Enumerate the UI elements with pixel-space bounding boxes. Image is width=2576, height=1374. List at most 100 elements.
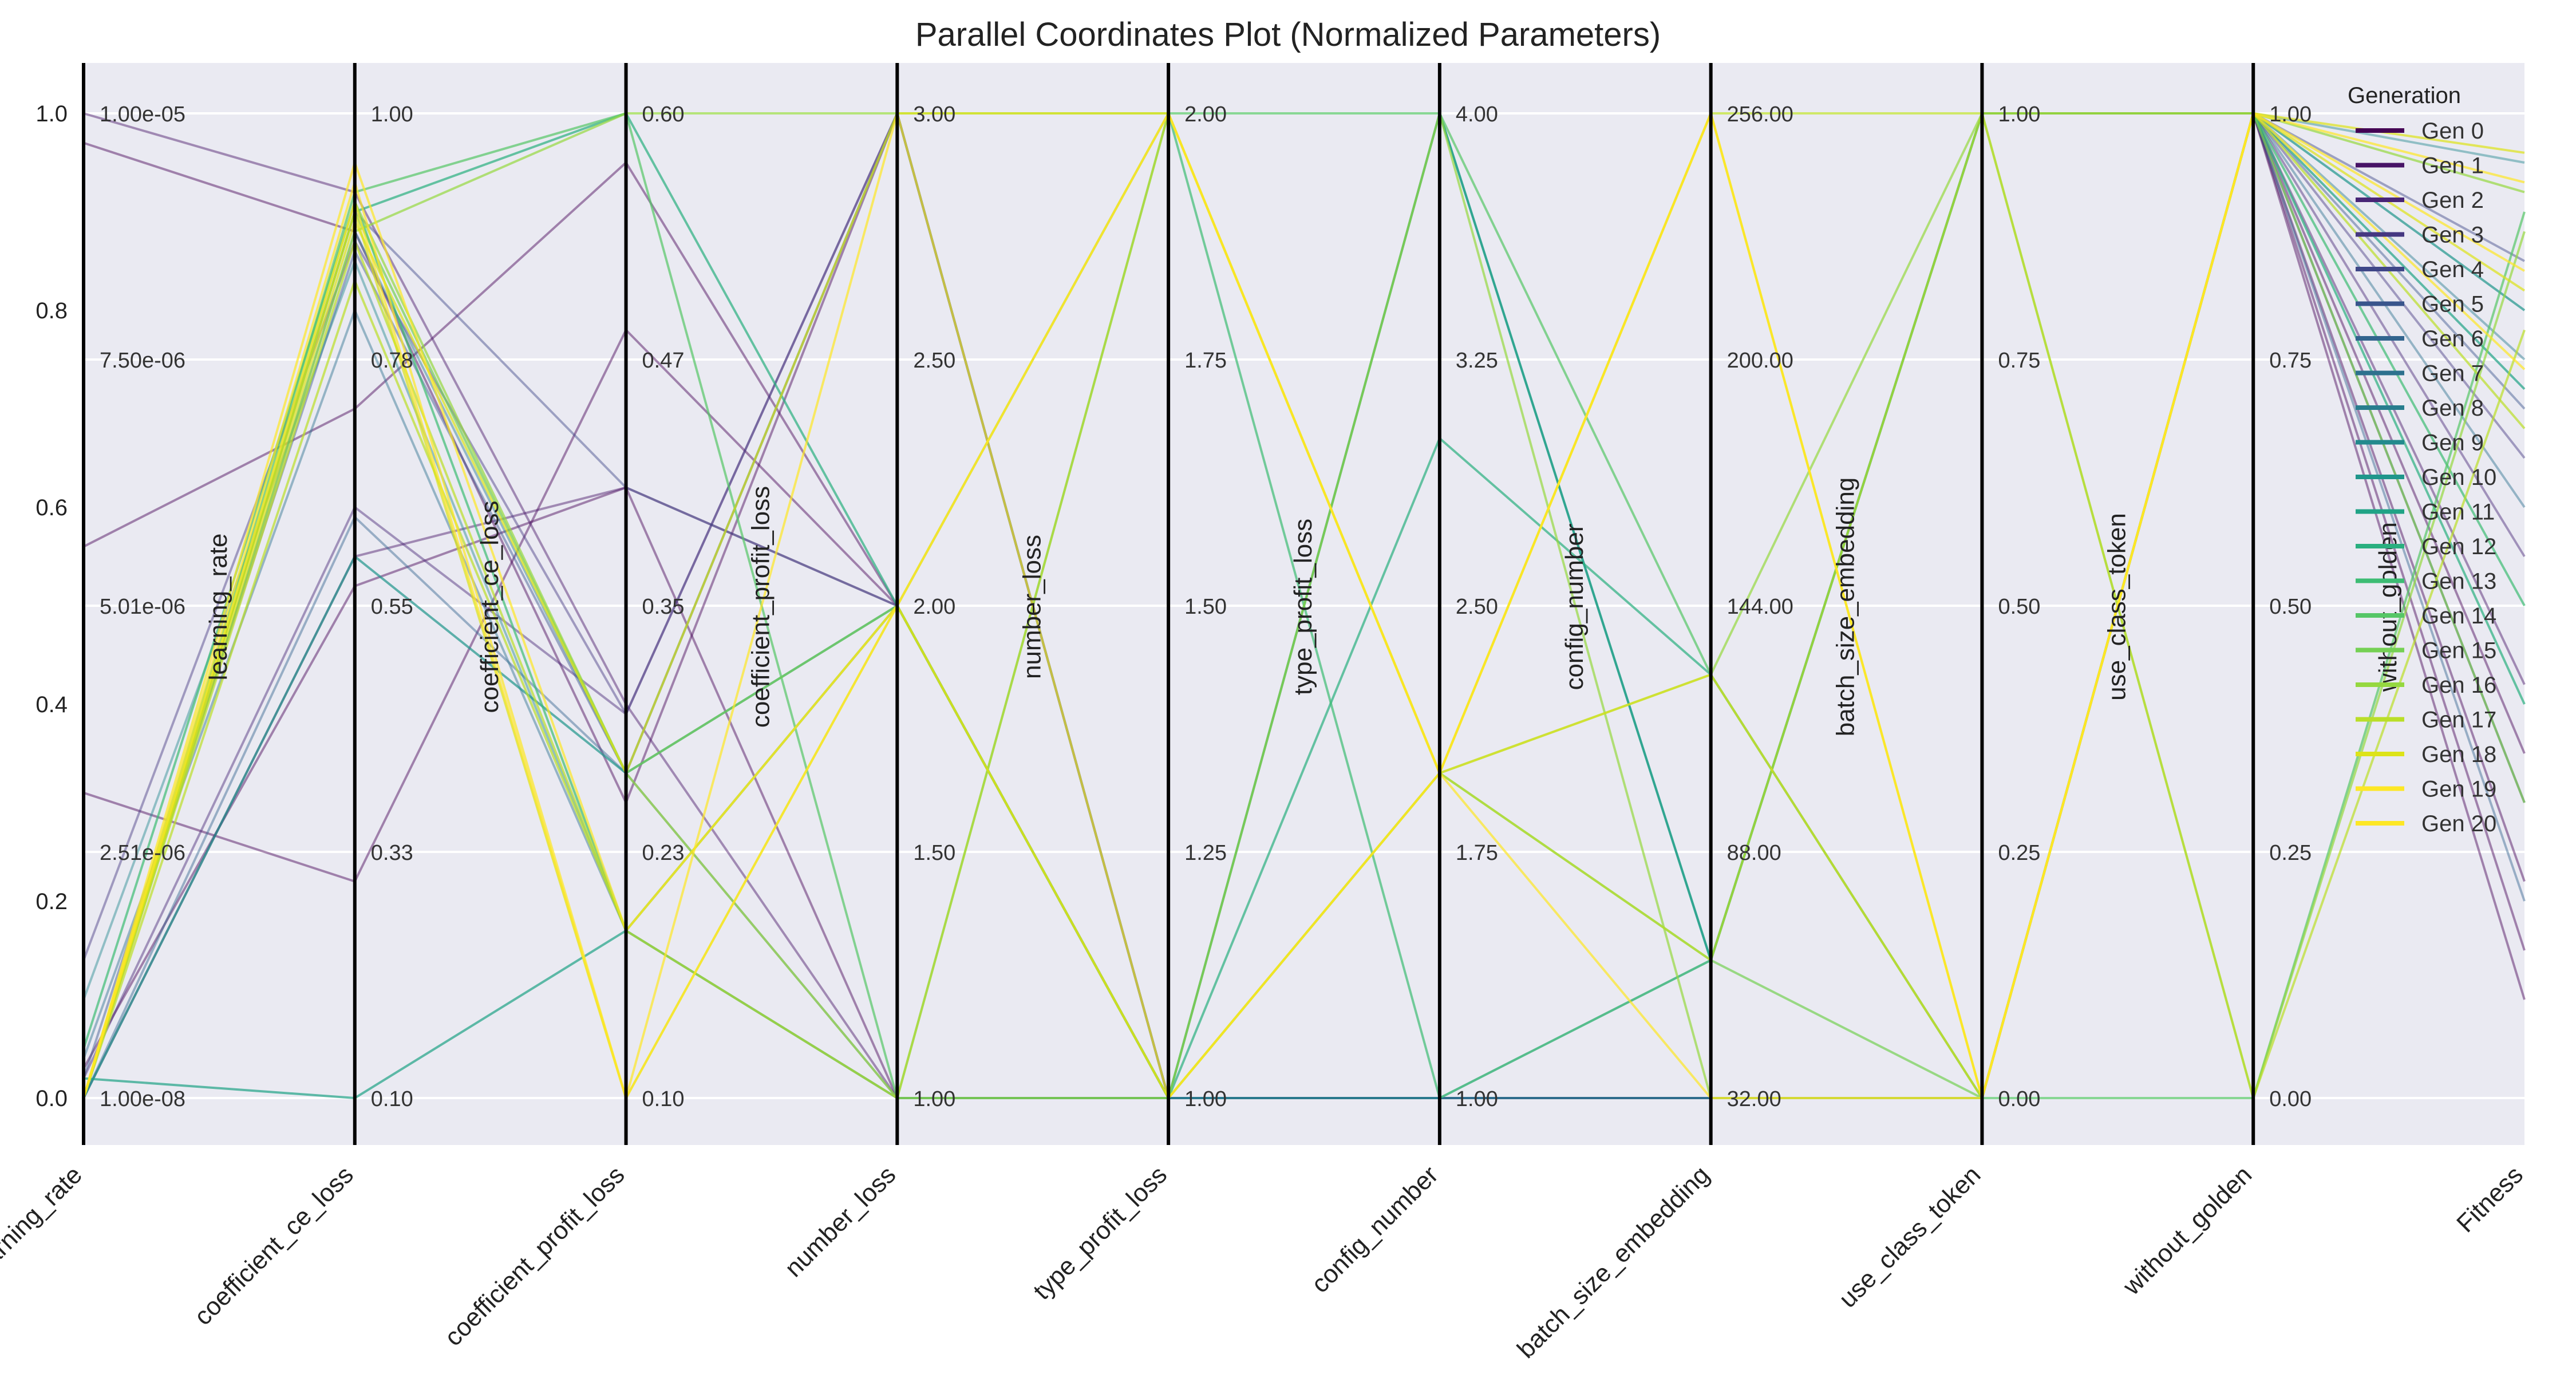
- axis-inner-label: coefficient_ce_loss: [476, 501, 504, 713]
- axis-tick-label: 0.10: [642, 1087, 685, 1111]
- legend-entry: Gen 11: [2421, 500, 2495, 525]
- axis-tick-label: 1.25: [1184, 841, 1227, 865]
- axis-inner-label: learning_rate: [204, 534, 232, 681]
- axis-tick-label: 200.00: [1727, 349, 1793, 373]
- axis-tick-label: 3.00: [913, 102, 955, 127]
- legend: Generation Gen 0 Gen 1 Gen 2 Gen 3 Gen 4 Gen 5…: [2348, 83, 2496, 836]
- axis-tick-label: 0.23: [642, 841, 685, 865]
- axis-tick-label: 0.55: [371, 595, 413, 619]
- legend-entry: Gen 19: [2421, 777, 2496, 802]
- axis-tick-label: 1.75: [1184, 349, 1227, 373]
- axis-inner-label: coefficient_profit_loss: [747, 486, 775, 728]
- legend-entry: Gen 0: [2421, 119, 2484, 144]
- legend-entry: Gen 18: [2421, 742, 2496, 767]
- legend-entry: Gen 9: [2421, 431, 2484, 456]
- axis-tick-label: 1.50: [913, 841, 955, 865]
- x-axis-labels: learning_rate coefficient_ce_loss coeffici…: [0, 1160, 2528, 1364]
- axis-tick-label: 0.00: [1998, 1087, 2040, 1111]
- y-tick-label: 0.8: [35, 298, 68, 323]
- axis-tick-label: 2.00: [1184, 102, 1227, 127]
- y-tick-label: 0.0: [35, 1086, 68, 1111]
- axis-inner-label: number_loss: [1018, 535, 1046, 679]
- legend-entry: Gen 20: [2421, 811, 2496, 836]
- parallel-axes: 1.00e-08 2.51e-06 5.01e-06 7.50e-06 1.00e-05…: [82, 63, 2402, 1145]
- x-axis-label: Fitness: [2451, 1160, 2528, 1238]
- legend-entry: Gen 2: [2421, 188, 2484, 213]
- x-axis-label: without_golden: [2117, 1160, 2258, 1301]
- axis-tick-label: 0.10: [371, 1087, 413, 1111]
- y-tick-label: 1.0: [35, 101, 68, 127]
- axis-tick-label: 1.00e-08: [100, 1087, 185, 1111]
- axis-tick-label: 7.50e-06: [100, 349, 185, 373]
- axis-tick-label: 0.50: [2269, 595, 2312, 619]
- axis-tick-label: 1.00: [1184, 1087, 1227, 1111]
- legend-entry: Gen 14: [2421, 603, 2496, 629]
- series-lines: [82, 109, 2526, 1103]
- axis-tick-label: 2.50: [1456, 595, 1498, 619]
- legend-entry: Gen 1: [2421, 153, 2484, 179]
- axis-tick-label: 5.01e-06: [100, 595, 185, 619]
- axis-tick-label: 88.00: [1727, 841, 1781, 865]
- legend-entry: Gen 6: [2421, 326, 2484, 352]
- axis-tick-label: 0.25: [2269, 841, 2312, 865]
- chart-title: Parallel Coordinates Plot (Normalized Pa…: [915, 16, 1661, 53]
- axis-tick-label: 32.00: [1727, 1087, 1781, 1111]
- y-axis-ticks: 0.0 0.2 0.4 0.6 0.8 1.0: [35, 101, 68, 1111]
- axis-tick-label: 0.50: [1998, 595, 2040, 619]
- legend-entry: Gen 3: [2421, 223, 2484, 248]
- y-tick-label: 0.2: [35, 889, 68, 914]
- axis-tick-label: 2.50: [913, 349, 955, 373]
- legend-entry: Gen 12: [2421, 534, 2496, 559]
- axis-inner-label: type_profit_loss: [1289, 519, 1317, 695]
- axis-tick-label: 0.75: [1998, 349, 2040, 373]
- legend-entry: Gen 16: [2421, 673, 2496, 698]
- axis-tick-label: 1.50: [1184, 595, 1227, 619]
- axis-tick-label: 1.00: [371, 102, 413, 127]
- x-axis-label: coefficient_profit_loss: [439, 1160, 630, 1351]
- axis-inner-label: config_number: [1560, 523, 1589, 690]
- axis-tick-label: 1.00: [2269, 102, 2312, 127]
- x-axis-label: type_profit_loss: [1028, 1160, 1173, 1305]
- legend-entry: Gen 17: [2421, 708, 2496, 733]
- legend-entry: Gen 4: [2421, 257, 2484, 282]
- x-axis-label: coefficient_ce_loss: [189, 1160, 359, 1330]
- legend-title: Generation: [2348, 83, 2461, 108]
- y-tick-label: 0.6: [35, 495, 68, 520]
- axis-tick-label: 1.75: [1456, 841, 1498, 865]
- axis-tick-label: 256.00: [1727, 102, 1793, 127]
- axis-tick-label: 0.00: [2269, 1087, 2312, 1111]
- axis-tick-label: 1.00: [1456, 1087, 1498, 1111]
- legend-entry: Gen 15: [2421, 638, 2496, 664]
- legend-entry: Gen 5: [2421, 292, 2484, 317]
- legend-entry: Gen 8: [2421, 396, 2484, 421]
- axis-tick-label: 4.00: [1456, 102, 1498, 127]
- axis-tick-label: 2.00: [913, 595, 955, 619]
- series-line: [82, 112, 2526, 1103]
- x-axis-label: config_number: [1306, 1160, 1443, 1298]
- axis-inner-label: use_class_token: [2103, 513, 2131, 701]
- series-line: [82, 109, 2525, 1103]
- axis-tick-label: 144.00: [1727, 595, 1793, 619]
- x-axis-label: batch_size_embedding: [1512, 1160, 1715, 1364]
- x-axis-label: number_loss: [780, 1160, 902, 1282]
- x-axis-label: use_class_token: [1834, 1160, 1986, 1313]
- legend-entry: Gen 10: [2421, 465, 2496, 490]
- axis-tick-label: 1.00e-05: [100, 102, 185, 127]
- axis-tick-label: 0.33: [371, 841, 413, 865]
- y-tick-label: 0.4: [35, 692, 68, 717]
- axis-tick-label: 0.35: [642, 595, 685, 619]
- axis-inner-label: batch_size_embedding: [1832, 477, 1860, 737]
- axis-tick-label: 1.00: [1998, 102, 2040, 127]
- axis-tick-label: 0.78: [371, 349, 413, 373]
- axis-tick-label: 0.60: [642, 102, 685, 127]
- axis-inner-label: without_golden: [2374, 522, 2402, 692]
- axis-tick-label: 3.25: [1456, 349, 1498, 373]
- axis-tick-label: 0.47: [642, 349, 685, 373]
- axis-tick-label: 1.00: [913, 1087, 955, 1111]
- axis-tick-label: 0.75: [2269, 349, 2312, 373]
- legend-entry: Gen 7: [2421, 361, 2484, 386]
- axis-tick-label: 0.25: [1998, 841, 2040, 865]
- legend-entry: Gen 13: [2421, 569, 2496, 594]
- x-axis-label: learning_rate: [0, 1160, 88, 1284]
